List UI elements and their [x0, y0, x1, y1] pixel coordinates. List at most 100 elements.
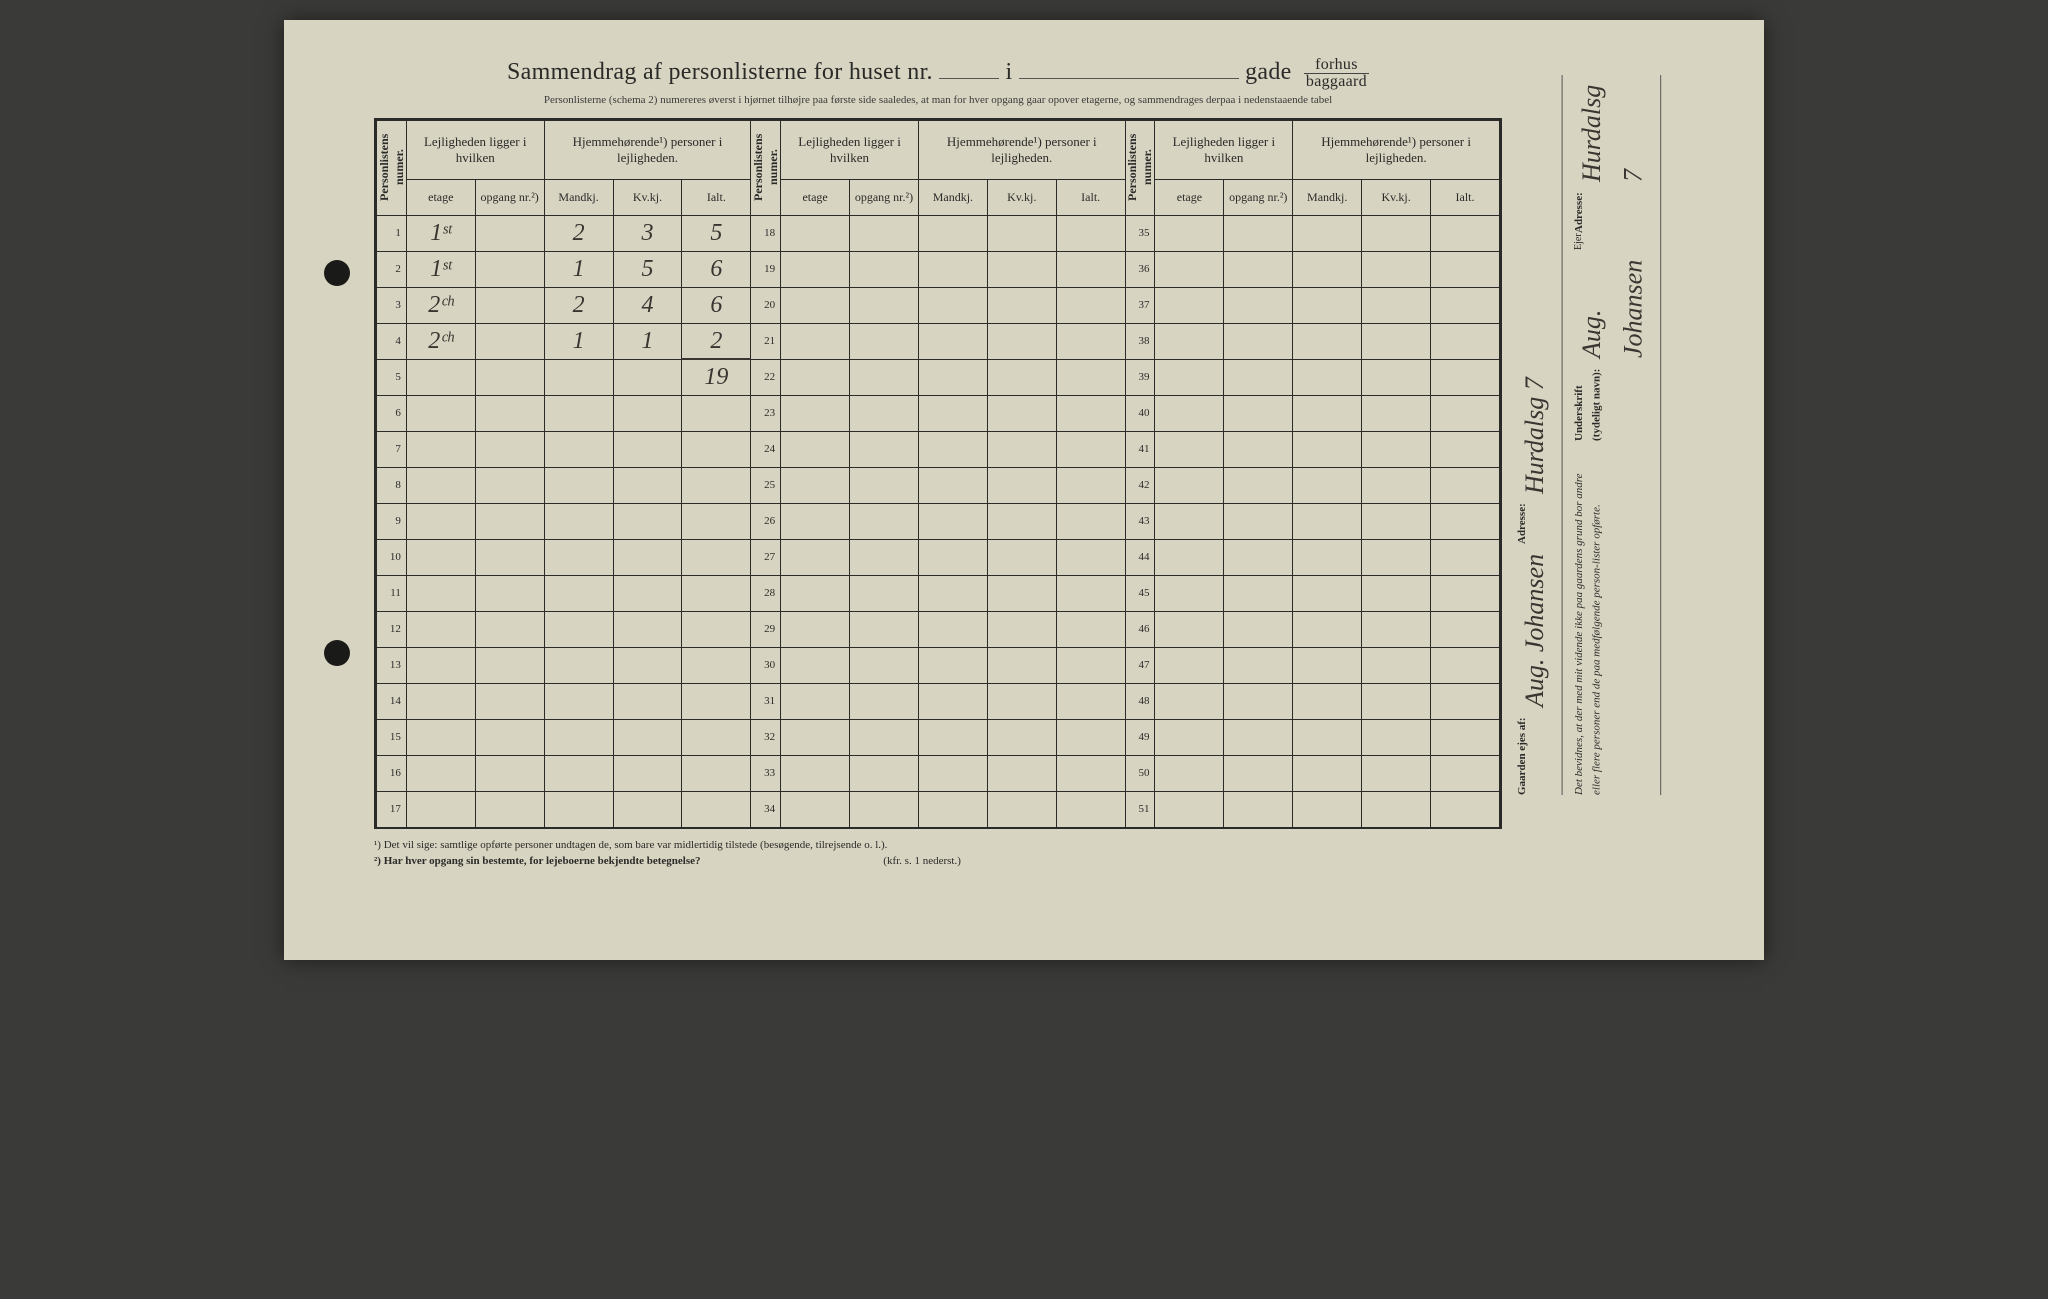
cell-ialt — [1056, 755, 1125, 791]
cell-etage — [781, 215, 850, 251]
row-number: 8 — [377, 467, 407, 503]
cell-kvkj — [1362, 431, 1431, 467]
cell-opgang — [850, 251, 919, 287]
cell-ialt — [682, 575, 751, 611]
header-lejlig: Lejligheden ligger i hvilken — [406, 120, 544, 179]
sign-name: Aug. Johansen — [1571, 260, 1654, 358]
cell-kvkj — [987, 791, 1056, 827]
header-hjemme: Hjemmehørende¹) personer i lejligheden. — [1293, 120, 1500, 179]
cell-etage — [406, 503, 475, 539]
row-number: 21 — [751, 323, 781, 359]
cell-kvkj: 3 — [613, 215, 682, 251]
cell-etage: 1ˢᵗ — [406, 251, 475, 287]
cell-kvkj — [987, 359, 1056, 395]
blank-field — [939, 55, 999, 79]
cell-ialt — [1056, 719, 1125, 755]
cell-opgang — [1224, 791, 1293, 827]
cell-mandkj — [918, 575, 987, 611]
row-number: 24 — [751, 431, 781, 467]
cell-etage: 2ᶜʰ — [406, 323, 475, 359]
row-number: 38 — [1125, 323, 1155, 359]
cell-etage — [406, 539, 475, 575]
row-number: 2 — [377, 251, 407, 287]
cell-opgang — [850, 683, 919, 719]
cell-opgang — [1224, 611, 1293, 647]
cell-etage — [1155, 791, 1224, 827]
cell-ialt — [1431, 611, 1500, 647]
cell-etage — [1155, 611, 1224, 647]
header-numer: Personlistens numer. — [1125, 120, 1155, 215]
row-number: 49 — [1125, 719, 1155, 755]
cell-mandkj — [918, 755, 987, 791]
cell-kvkj — [1362, 683, 1431, 719]
cell-ialt — [1431, 467, 1500, 503]
cell-mandkj — [918, 719, 987, 755]
cell-kvkj — [987, 287, 1056, 323]
cell-ialt — [1431, 359, 1500, 395]
cell-ialt — [1431, 503, 1500, 539]
cell-opgang — [475, 575, 544, 611]
table-row: 143148 — [377, 683, 1500, 719]
title-suffix: gade — [1245, 59, 1292, 85]
cell-kvkj — [987, 755, 1056, 791]
cell-opgang — [1224, 287, 1293, 323]
cell-etage — [406, 359, 475, 395]
cell-etage — [781, 323, 850, 359]
cell-opgang — [475, 251, 544, 287]
cell-opgang — [850, 539, 919, 575]
cell-opgang — [475, 323, 544, 359]
cell-opgang — [1224, 323, 1293, 359]
header-numer: Personlistens numer. — [377, 120, 407, 215]
cell-opgang — [850, 719, 919, 755]
cell-kvkj — [1362, 467, 1431, 503]
cell-kvkj: 1 — [613, 323, 682, 359]
cell-mandkj — [918, 503, 987, 539]
cell-kvkj — [987, 251, 1056, 287]
cell-kvkj — [1362, 575, 1431, 611]
page-title: Sammendrag af personlisterne for huset n… — [374, 55, 1502, 90]
cell-ialt — [1431, 791, 1500, 827]
table-row: 82542 — [377, 467, 1500, 503]
cell-etage — [1155, 359, 1224, 395]
cell-mandkj — [1293, 503, 1362, 539]
cell-etage — [406, 755, 475, 791]
cell-etage — [781, 719, 850, 755]
footnote-2-right: (kfr. s. 1 nederst.) — [883, 855, 961, 867]
cell-kvkj — [987, 215, 1056, 251]
cell-ialt — [1056, 251, 1125, 287]
cell-ialt — [682, 395, 751, 431]
cell-ialt — [682, 503, 751, 539]
cell-kvkj — [1362, 287, 1431, 323]
cell-kvkj — [1362, 647, 1431, 683]
row-number: 45 — [1125, 575, 1155, 611]
cell-opgang — [850, 647, 919, 683]
row-number: 27 — [751, 539, 781, 575]
cell-etage — [1155, 719, 1224, 755]
cell-etage — [781, 503, 850, 539]
cell-mandkj — [918, 467, 987, 503]
cell-etage — [1155, 755, 1224, 791]
row-number: 35 — [1125, 215, 1155, 251]
cell-ialt — [682, 467, 751, 503]
sign-label: Underskrift (tydeligt navn): — [1571, 368, 1654, 441]
cell-etage — [1155, 215, 1224, 251]
row-number: 25 — [751, 467, 781, 503]
cell-mandkj: 2 — [544, 287, 613, 323]
cell-ialt — [1056, 575, 1125, 611]
cell-opgang — [1224, 467, 1293, 503]
cell-ialt — [1431, 287, 1500, 323]
cell-mandkj — [918, 647, 987, 683]
table-row: 21ˢᵗ1561936 — [377, 251, 1500, 287]
cell-etage — [406, 683, 475, 719]
row-number: 46 — [1125, 611, 1155, 647]
cell-kvkj — [1362, 215, 1431, 251]
cell-mandkj — [544, 575, 613, 611]
footnote-1: ¹) Det vil sige: samtlige opførte person… — [374, 839, 1502, 851]
cell-opgang — [850, 755, 919, 791]
cell-mandkj — [544, 431, 613, 467]
cell-mandkj — [918, 683, 987, 719]
table-row: 163350 — [377, 755, 1500, 791]
cell-etage — [781, 575, 850, 611]
cell-kvkj — [987, 647, 1056, 683]
table-row: 11ˢᵗ2351835 — [377, 215, 1500, 251]
